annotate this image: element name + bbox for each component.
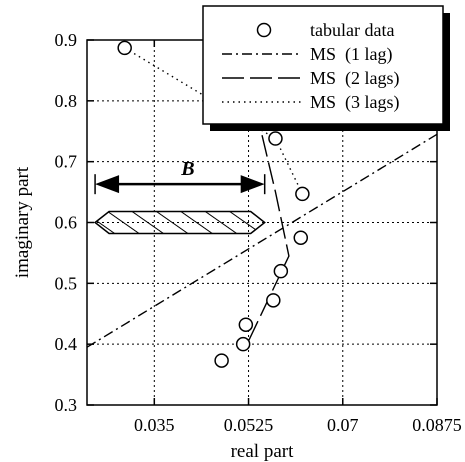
y-tick-label: 0.5 bbox=[55, 273, 78, 293]
b-arrowhead-right bbox=[240, 175, 265, 194]
legend-box bbox=[202, 5, 444, 125]
x-tick-label: 0.07 bbox=[327, 415, 359, 435]
legend-label: MS (3 lags) bbox=[310, 92, 400, 113]
data-point bbox=[235, 336, 251, 352]
y-tick-label: 0.8 bbox=[55, 91, 78, 111]
data-point bbox=[268, 131, 283, 146]
legend-marker bbox=[256, 22, 272, 38]
b-annotation-label: B bbox=[180, 158, 194, 180]
x-tick-label: 0.0875 bbox=[412, 415, 462, 435]
annotation-layer: B bbox=[93, 158, 266, 235]
data-point bbox=[293, 230, 309, 245]
x-axis-label: real part bbox=[231, 441, 294, 462]
legend: tabular data MS (1 lag) MS (2 lags) MS (3 l… bbox=[202, 5, 450, 131]
y-axis-label: imaginary part bbox=[12, 166, 33, 278]
legend-label: tabular data bbox=[310, 20, 394, 40]
y-tick-label: 0.4 bbox=[55, 334, 78, 354]
data-point bbox=[273, 263, 289, 279]
y-tick-label: 0.3 bbox=[55, 395, 78, 415]
tick-labels: 0.035 0.0525 0.07 0.0875 0.3 0.4 0.5 0.6 0.7 0.8 0… bbox=[55, 30, 462, 435]
data-point bbox=[117, 40, 132, 56]
data-point bbox=[238, 317, 254, 332]
legend-label: MS (2 lags) bbox=[310, 68, 400, 89]
y-tick-label: 0.6 bbox=[55, 213, 78, 233]
legend-label: MS (1 lag) bbox=[310, 44, 393, 65]
hatched-band bbox=[93, 210, 266, 235]
b-arrowhead-left bbox=[95, 175, 120, 194]
x-tick-label: 0.035 bbox=[134, 415, 175, 435]
y-tick-label: 0.9 bbox=[55, 30, 78, 50]
x-tick-label: 0.0525 bbox=[224, 415, 274, 435]
data-point bbox=[214, 353, 229, 368]
series-layer bbox=[86, 39, 438, 368]
series-line bbox=[223, 39, 290, 342]
data-point bbox=[295, 186, 310, 202]
y-tick-label: 0.7 bbox=[55, 152, 78, 172]
series-line bbox=[86, 133, 438, 348]
data-point bbox=[266, 293, 281, 308]
